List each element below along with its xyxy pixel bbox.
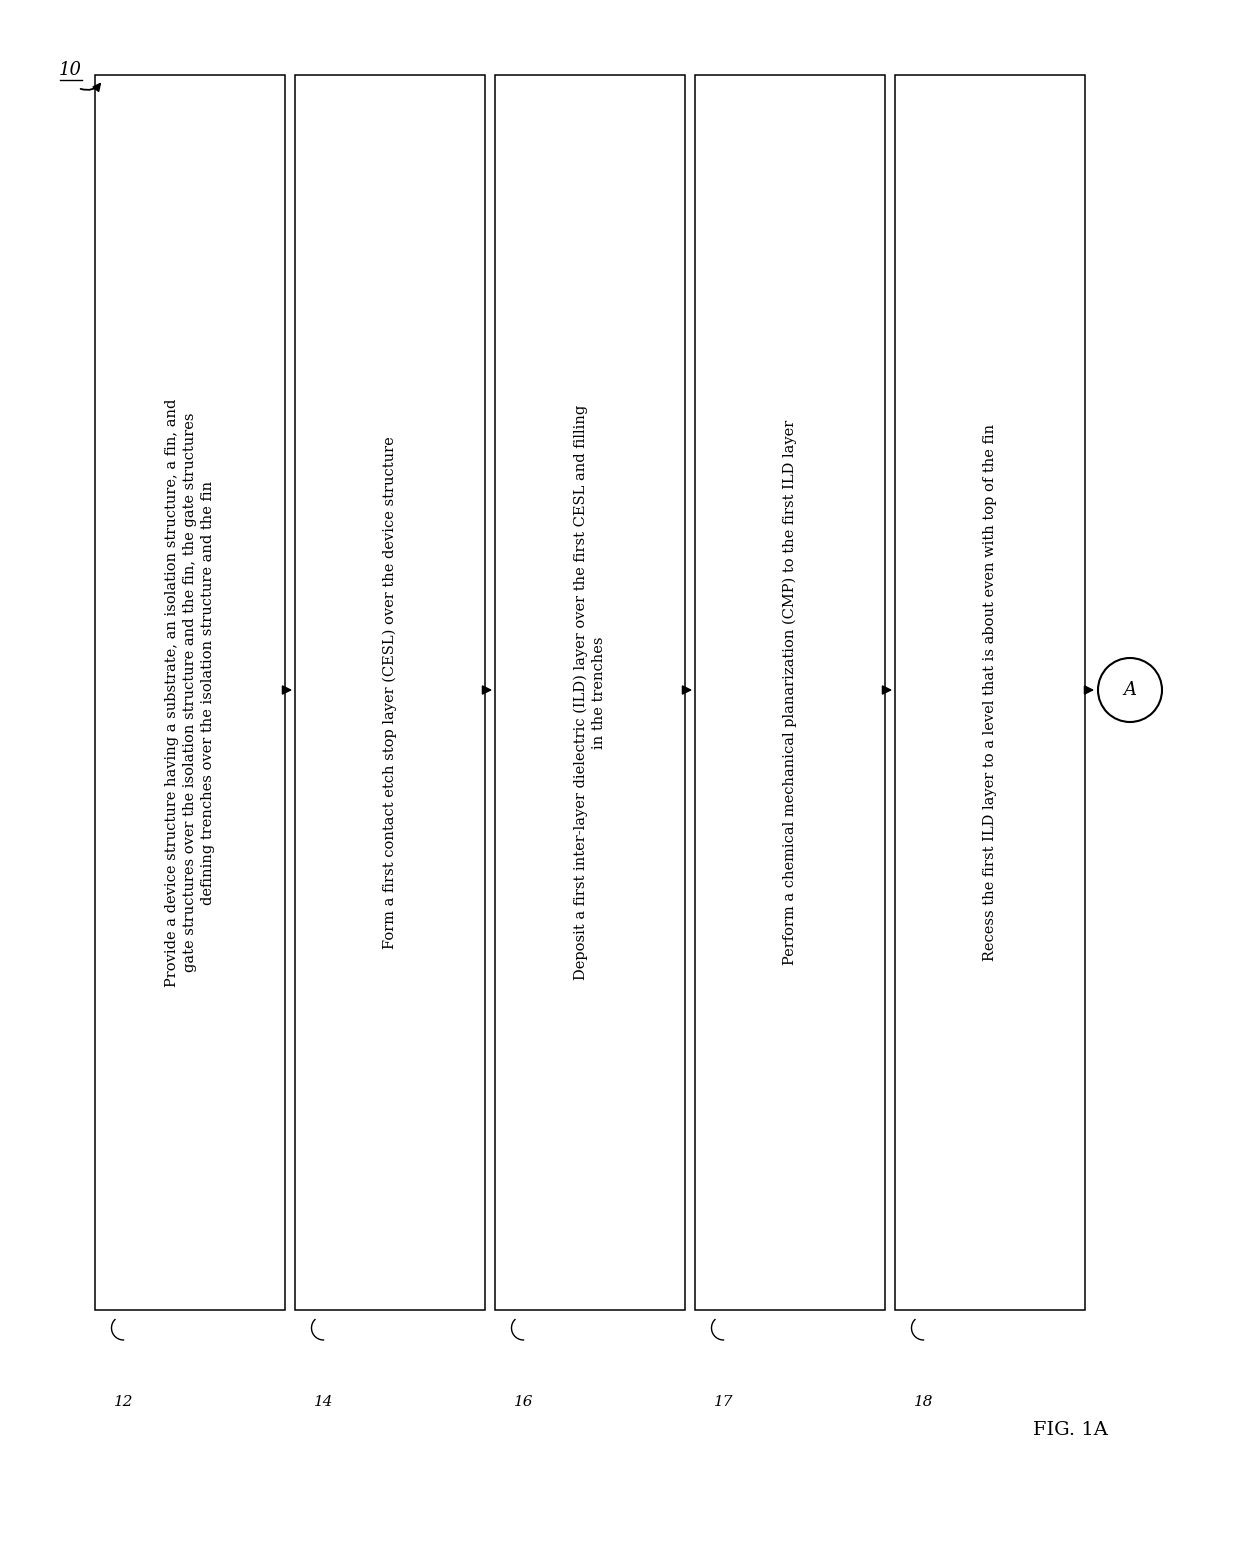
Text: FIG. 1A: FIG. 1A bbox=[1033, 1421, 1107, 1438]
Text: 10: 10 bbox=[58, 60, 82, 79]
Bar bbox=[95, 74, 285, 1310]
Text: 16: 16 bbox=[513, 1395, 533, 1409]
Bar bbox=[295, 74, 485, 1310]
Text: 12: 12 bbox=[114, 1395, 133, 1409]
Text: Recess the first ILD layer to a level that is about even with top of the fin: Recess the first ILD layer to a level th… bbox=[983, 425, 997, 961]
Text: 17: 17 bbox=[714, 1395, 733, 1409]
Bar bbox=[895, 74, 1085, 1310]
Text: 18: 18 bbox=[914, 1395, 934, 1409]
Text: Form a first contact etch stop layer (CESL) over the device structure: Form a first contact etch stop layer (CE… bbox=[383, 436, 397, 949]
Text: Deposit a first inter-layer dielectric (ILD) layer over the first CESL and filli: Deposit a first inter-layer dielectric (… bbox=[574, 405, 606, 980]
Bar bbox=[495, 74, 684, 1310]
Text: 14: 14 bbox=[314, 1395, 334, 1409]
Text: A: A bbox=[1123, 680, 1137, 699]
Bar bbox=[694, 74, 885, 1310]
Text: Perform a chemical mechanical planarization (CMP) to the first ILD layer: Perform a chemical mechanical planarizat… bbox=[782, 420, 797, 966]
Text: Provide a device structure having a substrate, an isolation structure, a fin, an: Provide a device structure having a subs… bbox=[165, 398, 216, 987]
FancyArrowPatch shape bbox=[81, 84, 100, 91]
